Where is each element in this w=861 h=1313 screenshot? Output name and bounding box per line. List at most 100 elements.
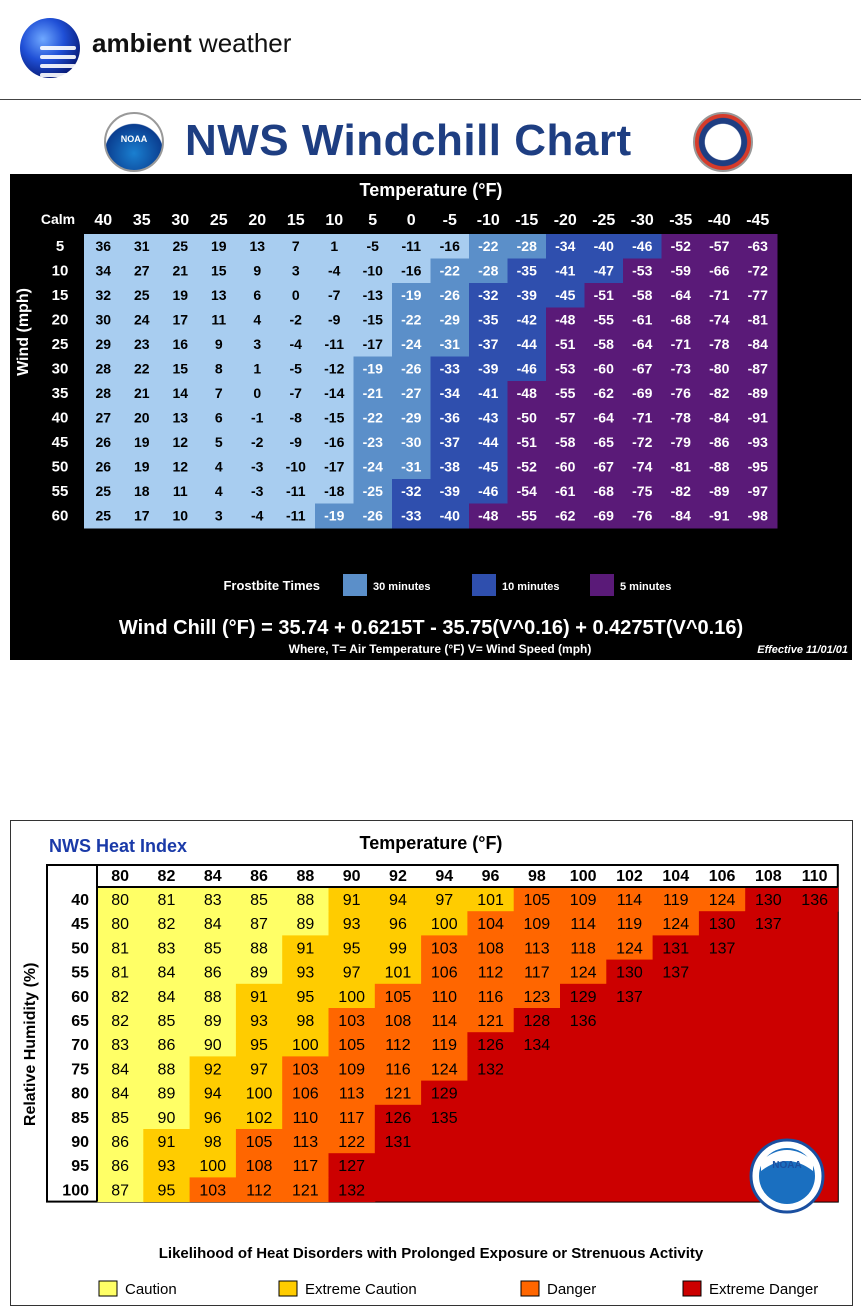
windchill-value: -53 — [555, 361, 575, 377]
windchill-temp-tick: 0 — [407, 212, 416, 229]
windchill-value: 25 — [134, 287, 150, 303]
heat-index-value: 127 — [338, 1158, 365, 1175]
windchill-cell — [623, 283, 662, 308]
windchill-cell — [84, 479, 123, 504]
windchill-value: -60 — [555, 459, 575, 475]
heat-index-cell — [97, 935, 144, 961]
windchill-cell — [623, 332, 662, 357]
windchill-value: -19 — [324, 508, 344, 524]
heat-index-legend-swatch — [98, 1280, 118, 1297]
windchill-value: -55 — [517, 508, 537, 524]
heat-index-humidity-tick: 75 — [71, 1061, 89, 1078]
heat-index-value: 88 — [250, 940, 268, 957]
heat-index-value: 92 — [204, 1061, 222, 1078]
heat-index-value: 130 — [616, 965, 643, 982]
windchill-cell — [469, 234, 508, 259]
heat-index-cell — [328, 935, 376, 961]
windchill-cell — [392, 479, 431, 504]
windchill-cell — [661, 258, 701, 284]
windchill-value: -5 — [367, 238, 380, 254]
heat-index-cell — [235, 1032, 283, 1057]
windchill-value: -32 — [478, 287, 498, 303]
heat-index-cell — [328, 959, 376, 985]
heat-index-cell — [374, 1129, 422, 1154]
windchill-cell — [507, 356, 547, 382]
heat-index-value: 104 — [477, 916, 504, 933]
heat-index-cell — [606, 887, 654, 912]
windchill-title: NWS Windchill Chart — [185, 116, 632, 165]
windchill-cell — [661, 283, 701, 308]
windchill-value: -64 — [671, 287, 691, 303]
windchill-cell — [276, 381, 316, 406]
windchill-cell — [315, 381, 354, 406]
heat-index-cell — [143, 1129, 191, 1154]
windchill-cell — [507, 430, 547, 455]
heat-index-cell — [652, 887, 700, 912]
noaa-seal-icon: NOAA — [104, 112, 164, 172]
windchill-value: 24 — [134, 312, 150, 328]
heat-index-cell — [374, 1056, 422, 1082]
heat-index-cell — [97, 1056, 144, 1082]
windchill-cell — [584, 258, 624, 284]
heat-index-cell — [374, 1104, 422, 1130]
windchill-cell — [276, 307, 316, 333]
heat-index-cell — [560, 887, 607, 912]
heat-index-value: 89 — [158, 1086, 176, 1103]
windchill-value: 9 — [215, 336, 223, 352]
windchill-cell — [700, 332, 739, 357]
heat-index-cell — [235, 983, 283, 1009]
windchill-wind-tick: 30 — [52, 361, 69, 378]
heat-index-cell — [189, 1177, 237, 1203]
heat-index-value: 112 — [478, 965, 504, 982]
heat-index-cell — [235, 935, 283, 961]
nws-seal-icon — [693, 112, 753, 172]
frostbite-legend-swatch — [590, 574, 614, 596]
windchill-cell — [199, 405, 239, 431]
windchill-cell — [161, 479, 200, 504]
heat-index-cell — [189, 1129, 237, 1154]
windchill-value: -71 — [671, 336, 691, 352]
windchill-cell — [315, 503, 354, 529]
windchill-cell — [738, 503, 778, 529]
windchill-cell — [584, 454, 624, 480]
windchill-cell — [584, 479, 624, 504]
windchill-value: 6 — [253, 287, 261, 303]
heat-index-cell — [189, 983, 237, 1009]
heat-index-cell — [374, 1008, 422, 1033]
windchill-cell — [161, 332, 200, 357]
heat-index-cell — [282, 1177, 329, 1203]
windchill-cell — [507, 454, 547, 480]
heat-index-cell — [328, 1008, 376, 1033]
windchill-value: -16 — [324, 434, 344, 450]
heat-index-value: 118 — [570, 940, 596, 957]
windchill-cell — [507, 332, 547, 357]
heat-index-humidity-tick: 40 — [71, 892, 89, 909]
windchill-cell — [122, 503, 162, 529]
frostbite-legend-label: 5 minutes — [620, 581, 671, 593]
heat-index-value: 80 — [111, 892, 129, 909]
heat-index-cell — [143, 1032, 191, 1057]
heat-index-value: 84 — [158, 989, 176, 1006]
heat-index-value: 89 — [250, 965, 268, 982]
windchill-value: -61 — [632, 312, 652, 328]
heat-index-humidity-tick: 90 — [71, 1134, 89, 1151]
heat-index-cell — [282, 1153, 329, 1178]
windchill-cell — [546, 430, 585, 455]
heat-index-cell — [328, 1056, 376, 1082]
windchill-value: -71 — [632, 410, 652, 426]
windchill-cell — [161, 430, 200, 455]
windchill-value: -71 — [709, 287, 729, 303]
windchill-value: -50 — [517, 410, 537, 426]
windchill-value: -53 — [632, 263, 652, 279]
windchill-xlabel: Temperature (°F) — [360, 180, 503, 200]
heat-index-cell — [97, 1177, 144, 1203]
windchill-cell — [584, 405, 624, 431]
windchill-corner-label: Calm — [41, 211, 75, 227]
windchill-wind-tick: 55 — [52, 483, 69, 500]
heat-index-cell — [560, 911, 607, 936]
heat-index-cell — [189, 1080, 237, 1106]
windchill-cell — [392, 454, 431, 480]
heat-index-value: 116 — [478, 989, 504, 1006]
heat-index-value: 137 — [616, 989, 643, 1006]
heat-index-cell — [328, 1104, 376, 1130]
